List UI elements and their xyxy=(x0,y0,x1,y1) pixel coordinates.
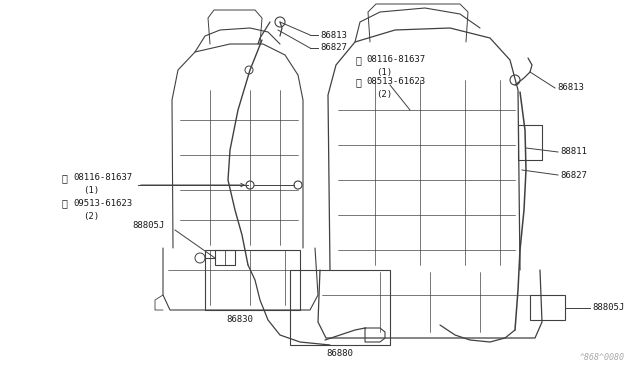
Bar xyxy=(205,250,300,310)
Text: (1): (1) xyxy=(83,186,99,196)
Text: 86813: 86813 xyxy=(320,31,347,39)
Text: 86827: 86827 xyxy=(560,170,587,180)
Text: 86880: 86880 xyxy=(326,349,353,357)
Text: 08116-81637: 08116-81637 xyxy=(73,173,132,183)
Text: 88811: 88811 xyxy=(560,148,587,157)
Text: 86827: 86827 xyxy=(320,44,347,52)
Text: (1): (1) xyxy=(376,68,392,77)
Bar xyxy=(290,270,390,345)
Text: (2): (2) xyxy=(83,212,99,221)
Text: 88805J: 88805J xyxy=(132,221,165,230)
Text: 08116-81637: 08116-81637 xyxy=(366,55,425,64)
Text: Ⓝ: Ⓝ xyxy=(62,198,68,208)
Text: 88805J: 88805J xyxy=(592,304,624,312)
Text: 86813: 86813 xyxy=(557,83,584,93)
Text: ⒲: ⒲ xyxy=(62,173,68,183)
Text: ^868^0080: ^868^0080 xyxy=(580,353,625,362)
Text: (2): (2) xyxy=(376,90,392,99)
Text: 08513-61623: 08513-61623 xyxy=(366,77,425,87)
Text: 09513-61623: 09513-61623 xyxy=(73,199,132,208)
Bar xyxy=(530,295,565,320)
Text: 86830: 86830 xyxy=(227,315,253,324)
Text: ⒲: ⒲ xyxy=(355,55,361,65)
Text: Ⓝ: Ⓝ xyxy=(355,77,361,87)
